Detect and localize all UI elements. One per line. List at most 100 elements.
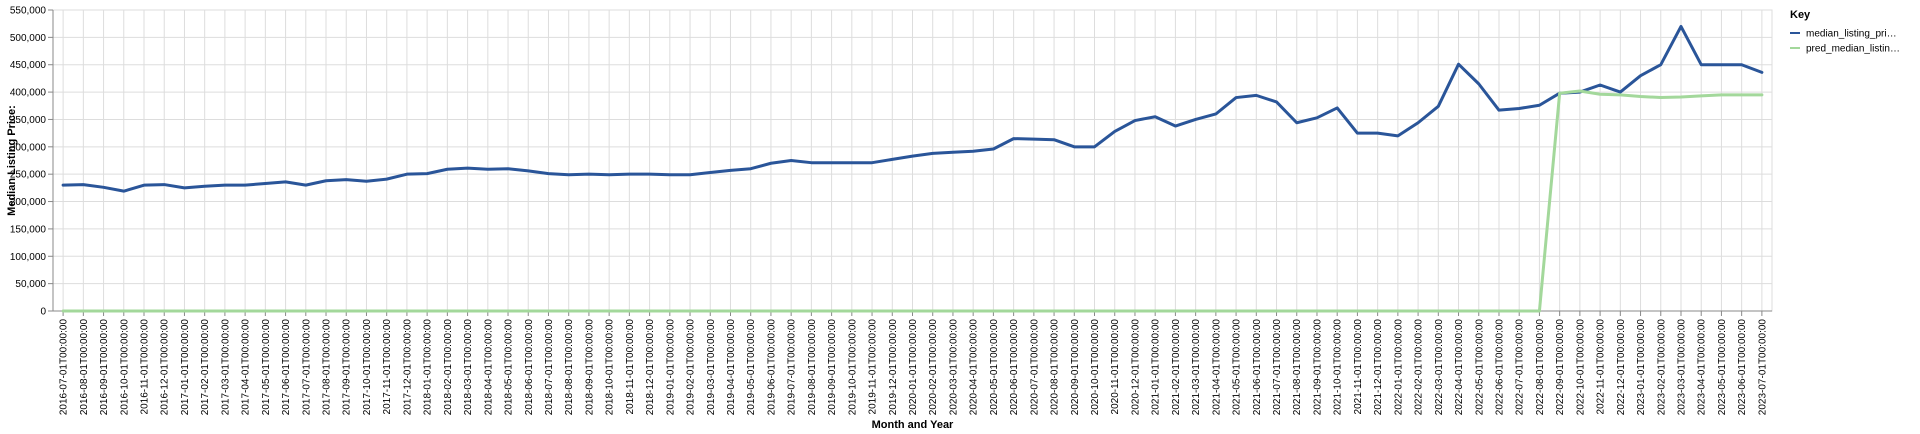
y-axis-title: Median Listing Price: (6, 105, 18, 216)
x-tick-label: 2021-03-01T00:00:00 (1191, 319, 1202, 416)
x-tick-label: 2017-04-01T00:00:00 (241, 319, 252, 416)
x-tick-label: 2022-10-01T00:00:00 (1575, 319, 1586, 416)
x-tick-label: 2017-12-01T00:00:00 (402, 319, 413, 416)
x-tick-label: 2016-10-01T00:00:00 (119, 319, 130, 416)
legend-items: median_listing_pri… pred_median_listin… (1790, 29, 1900, 55)
y-tick-label: 50,000 (15, 279, 46, 290)
x-tick-label: 2020-04-01T00:00:00 (969, 319, 980, 416)
x-tick-label: 2018-06-01T00:00:00 (524, 319, 535, 416)
x-tick-label: 2017-01-01T00:00:00 (180, 319, 191, 416)
x-tick-label: 2022-09-01T00:00:00 (1555, 319, 1566, 416)
series-lines (61, 24, 1764, 313)
y-tick-label: 150,000 (10, 224, 47, 235)
x-tick-label: 2017-03-01T00:00:00 (220, 319, 231, 416)
y-tick-label: 100,000 (10, 252, 47, 263)
x-tick-label: 2021-02-01T00:00:00 (1171, 319, 1182, 416)
x-tick-label: 2022-08-01T00:00:00 (1535, 319, 1546, 416)
x-tick-label: 2019-09-01T00:00:00 (827, 319, 838, 416)
y-tick-label: 0 (40, 307, 46, 318)
x-tick-label: 2016-11-01T00:00:00 (140, 319, 151, 415)
x-tick-label: 2023-06-01T00:00:00 (1737, 319, 1748, 416)
y-tick-label: 450,000 (10, 60, 47, 71)
x-tick-label: 2020-01-01T00:00:00 (908, 319, 919, 416)
x-tick-label: 2020-11-01T00:00:00 (1110, 319, 1121, 415)
x-tick-label: 2021-06-01T00:00:00 (1252, 319, 1263, 416)
x-tick-label: 2022-02-01T00:00:00 (1414, 319, 1425, 416)
x-tick-label: 2019-02-01T00:00:00 (686, 319, 697, 416)
x-tick-label: 2021-09-01T00:00:00 (1312, 319, 1323, 416)
x-tick-label: 2023-07-01T00:00:00 (1757, 319, 1768, 416)
x-tick-label: 2020-03-01T00:00:00 (948, 319, 959, 416)
x-tick-label: 2021-10-01T00:00:00 (1333, 319, 1344, 416)
x-tick-label: 2023-03-01T00:00:00 (1676, 319, 1687, 416)
x-tick-label: 2021-04-01T00:00:00 (1211, 319, 1222, 416)
x-tick-label: 2016-09-01T00:00:00 (99, 319, 110, 416)
x-tick-label: 2022-01-01T00:00:00 (1393, 319, 1404, 416)
x-tick-label: 2016-08-01T00:00:00 (79, 319, 90, 416)
x-tick-label: 2022-11-01T00:00:00 (1596, 319, 1607, 415)
x-tick-label: 2017-07-01T00:00:00 (301, 319, 312, 416)
x-tick-label: 2020-08-01T00:00:00 (1050, 319, 1061, 416)
x-tick-label: 2019-11-01T00:00:00 (868, 319, 879, 415)
x-tick-label: 2020-09-01T00:00:00 (1070, 319, 1081, 416)
x-tick-label: 2017-09-01T00:00:00 (342, 319, 353, 416)
x-tick-label: 2023-05-01T00:00:00 (1717, 319, 1728, 416)
x-tick-label: 2019-04-01T00:00:00 (726, 319, 737, 416)
y-tick-label: 300,000 (10, 142, 47, 153)
x-tick-label: 2019-12-01T00:00:00 (888, 319, 899, 416)
legend-label-1: median_listing_pri… (1806, 29, 1897, 40)
x-tick-label: 2022-12-01T00:00:00 (1616, 319, 1627, 416)
x-tick-label: 2019-06-01T00:00:00 (766, 319, 777, 416)
y-tick-label: 350,000 (10, 115, 47, 126)
x-tick-label: 2023-01-01T00:00:00 (1636, 319, 1647, 416)
x-tick-label: 2021-07-01T00:00:00 (1272, 319, 1283, 416)
x-tick-label: 2019-10-01T00:00:00 (847, 319, 858, 416)
x-tick-label: 2019-05-01T00:00:00 (746, 319, 757, 416)
x-tick-label: 2017-05-01T00:00:00 (261, 319, 272, 416)
x-tick-label: 2022-03-01T00:00:00 (1434, 319, 1445, 416)
x-tick-label: 2022-04-01T00:00:00 (1454, 319, 1465, 416)
x-axis-ticks: 2016-07-01T00:00:00 2016-08-01T00:00:00 20… (59, 311, 1768, 416)
x-tick-label: 2023-02-01T00:00:00 (1656, 319, 1667, 416)
x-tick-label: 2018-12-01T00:00:00 (645, 319, 656, 416)
x-tick-label: 2020-10-01T00:00:00 (1090, 319, 1101, 416)
x-tick-label: 2016-12-01T00:00:00 (160, 319, 171, 416)
x-tick-label: 2017-02-01T00:00:00 (200, 319, 211, 416)
y-tick-label: 250,000 (10, 170, 47, 181)
legend-title: Key (1790, 9, 1811, 21)
series-line-1 (61, 24, 1764, 193)
x-tick-label: 2020-07-01T00:00:00 (1029, 319, 1040, 416)
x-tick-label: 2018-01-01T00:00:00 (423, 319, 434, 416)
x-tick-label: 2018-02-01T00:00:00 (443, 319, 454, 416)
legend[interactable]: Key median_listing_pri… pred_median_listi… (1790, 9, 1900, 55)
x-tick-label: 2018-04-01T00:00:00 (483, 319, 494, 416)
x-tick-label: 2017-10-01T00:00:00 (362, 319, 373, 416)
y-tick-label: 200,000 (10, 197, 47, 208)
x-tick-label: 2019-08-01T00:00:00 (807, 319, 818, 416)
x-tick-label: 2021-11-01T00:00:00 (1353, 319, 1364, 415)
x-tick-label: 2019-07-01T00:00:00 (787, 319, 798, 416)
x-tick-label: 2016-07-01T00:00:00 (59, 319, 70, 416)
x-tick-label: 2021-01-01T00:00:00 (1151, 319, 1162, 416)
x-tick-label: 2021-05-01T00:00:00 (1232, 319, 1243, 416)
y-tick-label: 550,000 (10, 6, 47, 17)
x-tick-label: 2017-06-01T00:00:00 (281, 319, 292, 416)
x-tick-label: 2018-10-01T00:00:00 (605, 319, 616, 416)
x-tick-label: 2018-07-01T00:00:00 (544, 319, 555, 416)
grid-lines (53, 9, 1772, 312)
x-tick-label: 2018-08-01T00:00:00 (564, 319, 575, 416)
y-tick-label: 500,000 (10, 33, 47, 44)
x-tick-label: 2017-08-01T00:00:00 (322, 319, 333, 416)
legend-label-2: pred_median_listin… (1806, 44, 1900, 55)
x-axis-title: Month and Year (872, 419, 954, 431)
x-tick-label: 2019-03-01T00:00:00 (706, 319, 717, 416)
x-tick-label: 2021-08-01T00:00:00 (1292, 319, 1303, 416)
x-tick-label: 2019-01-01T00:00:00 (665, 319, 676, 416)
y-tick-label: 400,000 (10, 88, 47, 99)
x-tick-label: 2022-07-01T00:00:00 (1515, 319, 1526, 416)
x-tick-label: 2021-12-01T00:00:00 (1373, 319, 1384, 416)
x-tick-label: 2020-12-01T00:00:00 (1130, 319, 1141, 416)
x-tick-label: 2018-09-01T00:00:00 (584, 319, 595, 416)
x-tick-label: 2022-05-01T00:00:00 (1474, 319, 1485, 416)
x-tick-label: 2020-02-01T00:00:00 (928, 319, 939, 416)
